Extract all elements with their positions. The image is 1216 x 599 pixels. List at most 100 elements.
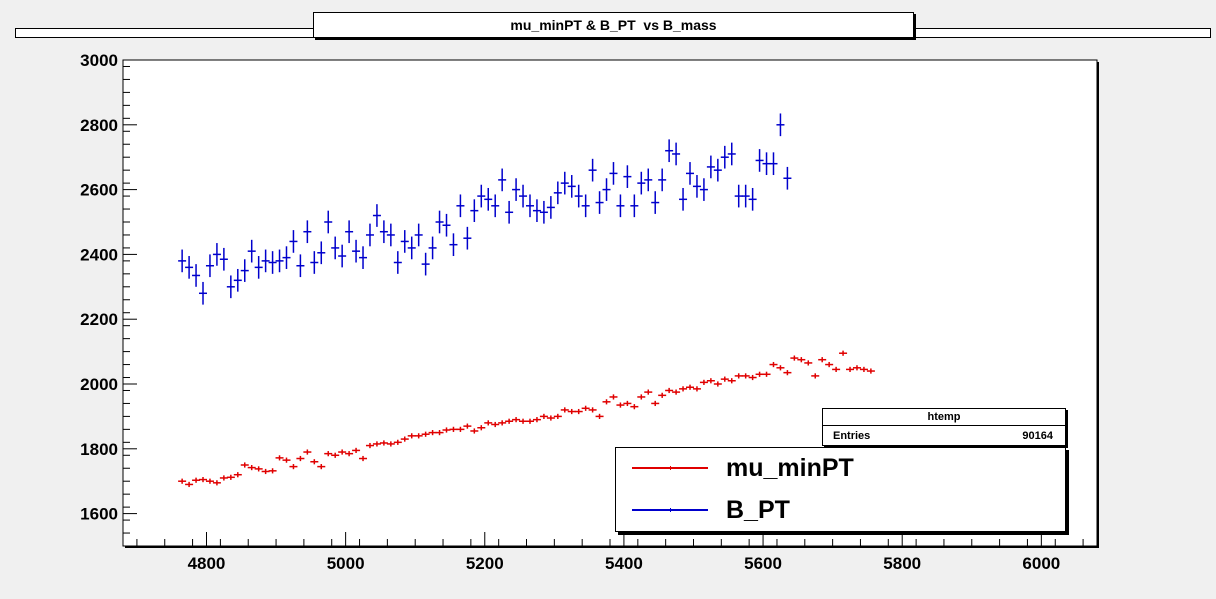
data-point: [359, 455, 368, 462]
data-point: [741, 184, 750, 208]
y-tick-label: 3000: [80, 51, 118, 70]
data-point: [811, 373, 820, 379]
data-point: [727, 378, 736, 384]
data-point: [477, 184, 486, 208]
legend: mu_minPT B_PT: [615, 447, 1066, 532]
data-point: [588, 407, 597, 413]
data-point: [289, 464, 298, 470]
data-point: [296, 254, 305, 278]
x-tick-label: 5600: [744, 554, 782, 573]
data-point: [233, 268, 242, 292]
data-point: [498, 420, 507, 426]
data-point: [560, 407, 569, 413]
data-point: [345, 220, 354, 244]
data-point: [240, 259, 249, 282]
data-point: [651, 191, 660, 214]
data-point: [818, 357, 827, 363]
data-point: [386, 441, 395, 447]
data-point: [449, 233, 458, 257]
data-point: [199, 281, 208, 305]
y-tick-label: 2600: [80, 181, 118, 200]
data-point: [692, 386, 701, 392]
data-point: [776, 113, 785, 137]
data-point: [491, 421, 500, 428]
data-point: [512, 417, 521, 423]
data-point: [463, 226, 472, 250]
stats-box: htemp Entries 90164: [822, 408, 1066, 446]
data-point: [226, 275, 235, 299]
data-point: [303, 220, 312, 244]
data-point: [532, 199, 541, 222]
data-point: [491, 194, 500, 218]
data-point: [609, 162, 618, 185]
data-point: [539, 200, 548, 224]
data-point: [338, 244, 347, 268]
data-point: [581, 194, 590, 218]
data-point: [790, 355, 799, 361]
data-point: [846, 366, 855, 373]
data-point: [338, 449, 347, 455]
data-point: [630, 194, 639, 218]
data-point: [442, 213, 451, 237]
data-point: [414, 223, 423, 247]
data-point: [637, 171, 646, 195]
data-point: [595, 191, 604, 214]
data-point: [859, 366, 868, 373]
data-point: [651, 400, 660, 407]
data-point: [317, 464, 326, 470]
data-point: [769, 361, 778, 368]
data-point: [296, 455, 305, 462]
data-point: [519, 418, 528, 424]
data-point: [546, 415, 555, 421]
data-point: [233, 472, 242, 478]
data-point: [832, 366, 841, 373]
data-point: [665, 387, 674, 394]
data-point: [317, 241, 326, 265]
data-point: [498, 168, 507, 192]
data-point: [421, 252, 430, 276]
data-point: [372, 204, 381, 227]
legend-entry-b-pt: B_PT: [616, 490, 1065, 530]
data-point: [546, 196, 555, 219]
legend-line-b-pt: [632, 508, 708, 512]
data-point: [630, 404, 639, 410]
data-point: [602, 399, 611, 405]
data-point: [247, 465, 256, 471]
x-tick-label: 5000: [327, 554, 365, 573]
y-tick-label: 2000: [80, 375, 118, 394]
legend-label-b-pt: B_PT: [726, 495, 790, 524]
data-point: [644, 168, 653, 192]
data-point: [505, 200, 514, 224]
data-point: [352, 447, 361, 454]
y-tick-label: 2800: [80, 116, 118, 135]
data-point: [567, 408, 576, 415]
data-point: [699, 379, 708, 385]
data-point: [310, 459, 319, 465]
data-point: [609, 394, 618, 400]
y-tick-label: 1800: [80, 440, 118, 459]
data-point: [644, 389, 653, 395]
data-point: [470, 199, 479, 222]
data-point: [713, 381, 722, 387]
data-point: [532, 417, 541, 423]
data-point: [839, 350, 848, 356]
data-point: [254, 256, 263, 279]
data-point: [623, 400, 632, 407]
x-tick-label: 6000: [1022, 554, 1060, 573]
data-point: [435, 430, 444, 436]
data-point: [400, 230, 409, 253]
data-point: [525, 194, 534, 218]
data-point: [679, 187, 688, 211]
x-tick-label: 5400: [605, 554, 643, 573]
data-point: [699, 178, 708, 201]
data-point: [240, 462, 249, 468]
data-point: [212, 243, 221, 266]
data-point: [310, 251, 319, 274]
data-point: [261, 468, 270, 475]
data-point: [595, 413, 604, 419]
data-point: [359, 246, 368, 269]
data-point: [602, 178, 611, 201]
data-point: [456, 194, 465, 218]
data-point: [199, 476, 208, 483]
data-point: [393, 439, 402, 445]
